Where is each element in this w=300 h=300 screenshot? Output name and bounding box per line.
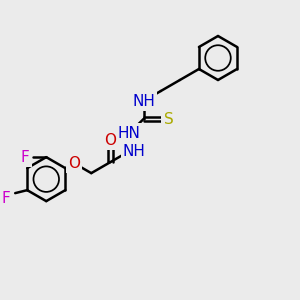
Text: F: F bbox=[21, 150, 30, 165]
Text: NH: NH bbox=[123, 144, 146, 159]
Text: S: S bbox=[164, 112, 173, 127]
Text: NH: NH bbox=[132, 94, 155, 109]
Text: HN: HN bbox=[118, 126, 141, 141]
Text: F: F bbox=[2, 190, 11, 206]
Text: O: O bbox=[68, 156, 80, 171]
Text: O: O bbox=[104, 133, 116, 148]
